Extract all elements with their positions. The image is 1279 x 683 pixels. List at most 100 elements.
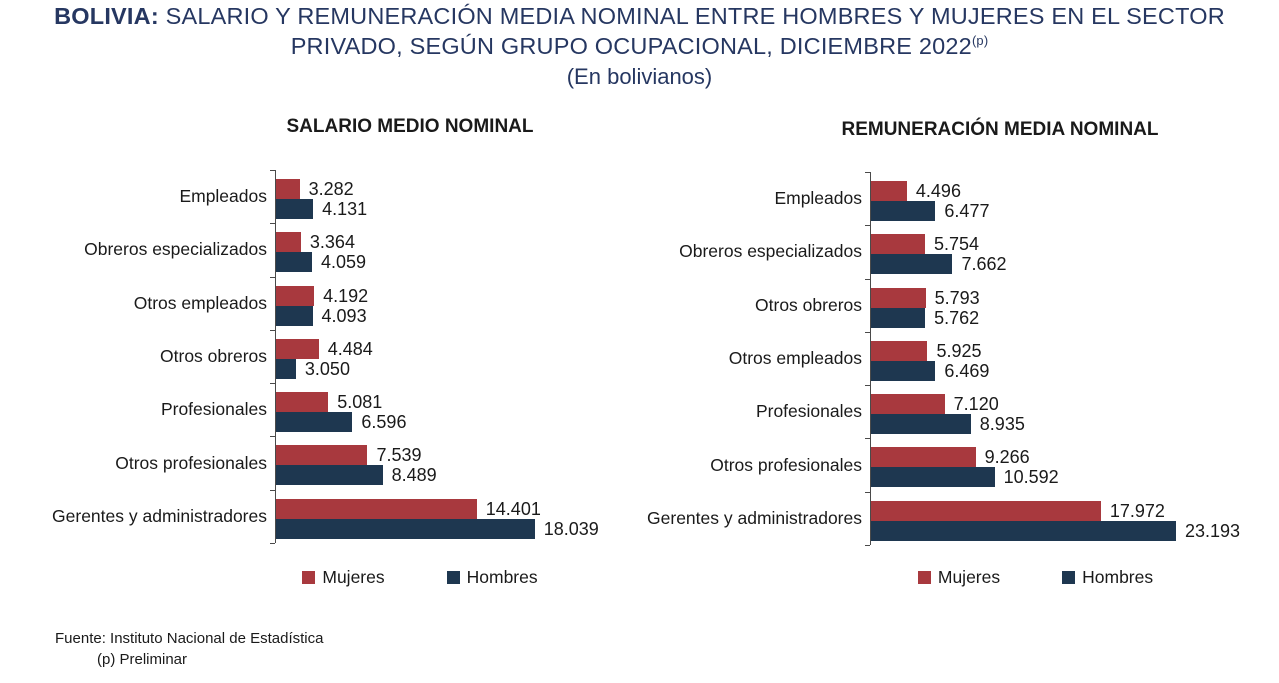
bar-mujeres	[871, 287, 926, 308]
bar-mujeres	[871, 500, 1101, 521]
main-title-line2-text: PRIVADO, SEGÚN GRUPO OCUPACIONAL, DICIEM…	[290, 33, 972, 59]
category-label: Otros profesionales	[115, 452, 267, 473]
bar-mujeres	[871, 234, 926, 255]
bar-hombres	[276, 199, 314, 219]
value-label-mujeres: 5.081	[337, 392, 383, 413]
hombres-legend-label: Hombres	[1082, 566, 1154, 587]
bar-mujeres	[276, 445, 368, 466]
bar-mujeres	[871, 340, 928, 361]
category-label: Profesionales	[755, 401, 862, 422]
axis-tick	[270, 330, 275, 331]
value-label-hombres: 23.193	[1184, 520, 1241, 541]
salario-chart-title: SALARIO MEDIO NOMINAL	[286, 116, 534, 137]
value-label-mujeres: 14.401	[485, 498, 541, 519]
category-label: Otros obreros	[755, 294, 862, 315]
bar-hombres	[276, 358, 296, 379]
value-label-mujeres: 4.496	[915, 181, 961, 201]
axis-tick	[270, 383, 275, 384]
axis-tick	[865, 172, 870, 173]
category-label: Obreros especializados	[679, 241, 862, 262]
value-label-mujeres: 4.192	[323, 285, 369, 306]
bar-hombres	[276, 252, 312, 273]
value-label-hombres: 18.039	[543, 518, 599, 539]
value-label-hombres: 8.935	[979, 414, 1025, 435]
main-title-line2: PRIVADO, SEGÚN GRUPO OCUPACIONAL, DICIEM…	[0, 33, 1279, 60]
bar-hombres	[871, 201, 936, 221]
value-label-mujeres: 3.282	[308, 179, 354, 199]
value-label-mujeres: 5.925	[936, 340, 982, 361]
category-label: Gerentes y administradores	[647, 507, 862, 528]
main-title-line1: BOLIVIA: SALARIO Y REMUNERACIÓN MEDIA NO…	[0, 3, 1279, 30]
mujeres-legend-label: Mujeres	[937, 566, 1001, 587]
bar-mujeres	[276, 285, 315, 306]
category-label: Empleados	[179, 186, 267, 207]
bar-mujeres	[276, 498, 477, 519]
source-line: Fuente: Instituto Nacional de Estadístic…	[55, 630, 324, 647]
axis-tick	[865, 279, 870, 280]
category-label: Otros empleados	[728, 347, 862, 368]
y-axis-line	[275, 170, 276, 543]
value-label-mujeres: 5.754	[934, 234, 980, 255]
hombres-legend-swatch	[446, 570, 460, 584]
category-label: Profesionales	[160, 399, 267, 420]
source-note: Fuente: Instituto Nacional de Estadístic…	[55, 628, 323, 670]
category-label: Gerentes y administradores	[52, 505, 267, 526]
bar-mujeres	[276, 179, 300, 199]
mujeres-legend-item: Mujeres	[917, 566, 1001, 588]
bar-hombres	[276, 518, 535, 539]
bar-hombres	[871, 360, 936, 381]
axis-tick	[865, 332, 870, 333]
category-label: Empleados	[774, 188, 862, 209]
bar-mujeres	[276, 338, 319, 359]
bar-hombres	[871, 307, 926, 328]
remuneracion-chart-title: REMUNERACIÓN MEDIA NOMINAL	[841, 119, 1159, 140]
value-label-mujeres: 5.793	[934, 287, 980, 308]
axis-tick	[865, 385, 870, 386]
value-label-hombres: 6.477	[944, 201, 990, 221]
bar-mujeres	[276, 232, 301, 253]
salario-legend: Mujeres Hombres	[275, 566, 565, 588]
value-label-hombres: 8.489	[391, 465, 437, 486]
value-label-hombres: 4.093	[321, 305, 367, 326]
hombres-legend-item: Hombres	[446, 566, 538, 588]
value-label-hombres: 7.662	[961, 254, 1007, 275]
axis-tick	[270, 277, 275, 278]
bar-hombres	[871, 520, 1176, 541]
axis-tick	[270, 436, 275, 437]
value-label-hombres: 6.596	[361, 412, 407, 433]
category-label: Otros profesionales	[710, 454, 862, 475]
main-title-line1-rest: SALARIO Y REMUNERACIÓN MEDIA NOMINAL ENT…	[158, 3, 1225, 29]
mujeres-legend-swatch	[302, 570, 316, 584]
hombres-legend-swatch	[1062, 570, 1076, 584]
axis-tick	[865, 492, 870, 493]
axis-tick	[865, 438, 870, 439]
mujeres-legend-label: Mujeres	[322, 566, 385, 587]
bar-hombres	[276, 305, 313, 326]
value-label-mujeres: 17.972	[1109, 500, 1165, 521]
value-label-mujeres: 7.539	[376, 445, 422, 466]
bar-hombres	[871, 414, 971, 435]
category-label: Obreros especializados	[84, 239, 267, 260]
chart-subtitle: (En bolivianos)	[566, 64, 713, 89]
bar-hombres	[276, 465, 383, 486]
value-label-hombres: 5.762	[934, 307, 980, 328]
bar-mujeres	[276, 392, 329, 413]
category-label: Otros obreros	[160, 345, 267, 366]
value-label-hombres: 4.059	[320, 252, 367, 273]
remuneracion-legend: Mujeres Hombres	[870, 566, 1201, 588]
bar-mujeres	[871, 447, 976, 468]
hombres-legend-label: Hombres	[466, 566, 538, 587]
mujeres-legend-item: Mujeres	[302, 566, 385, 588]
value-label-mujeres: 4.484	[327, 338, 373, 359]
bar-hombres	[871, 254, 953, 275]
bar-mujeres	[871, 181, 907, 201]
y-axis-line	[870, 172, 871, 545]
axis-tick	[270, 543, 275, 544]
hombres-legend-item: Hombres	[1062, 567, 1153, 588]
bar-hombres	[276, 412, 353, 433]
value-label-hombres: 6.469	[944, 360, 990, 381]
preliminary-superscript: (p)	[971, 33, 989, 49]
bolivia-label: BOLIVIA:	[54, 3, 159, 29]
axis-tick	[865, 225, 870, 226]
